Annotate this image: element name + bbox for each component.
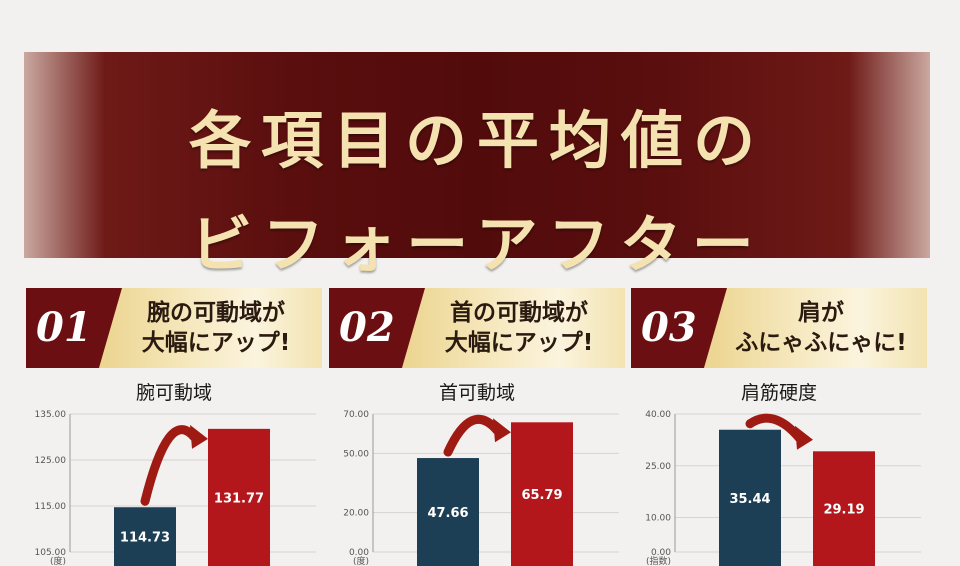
card-neck-range: 02 首の可動域が 大幅にアップ! 首可動域 0.00 20.00 50.00 70.… (329, 288, 625, 566)
bar-chart: 105.00 115.00 125.00 135.00 (度) 114.73 131.77 (26, 406, 322, 566)
curved-arrow (443, 414, 502, 457)
card-heading: 肩が ふにゃふにゃに! (715, 298, 927, 358)
bar-value-label: 65.79 (521, 488, 562, 503)
y-tick-label: 70.00 (343, 410, 369, 420)
y-tick-label: 40.00 (645, 410, 671, 420)
card-arm-range: 01 腕の可動域が 大幅にアップ! 腕可動域 105.00 115.00 125.0… (26, 288, 322, 566)
card-number: 01 (36, 304, 92, 351)
card-shoulder-stiffness: 03 肩が ふにゃふにゃに! 肩筋硬度 0.00 10.00 25.00 40.00 (… (631, 288, 927, 566)
arrow-head (795, 425, 813, 450)
before-bar (417, 458, 479, 566)
bar-value-label: 47.66 (427, 506, 468, 521)
after-bar (813, 451, 875, 566)
arrow-head (190, 424, 208, 449)
chart-svg: 0.00 10.00 25.00 40.00 (指数) 35.44 29.19 (645, 410, 921, 566)
bar-value-label: 35.44 (729, 492, 770, 507)
card-header: 02 首の可動域が 大幅にアップ! (329, 288, 625, 368)
bar-chart: 0.00 10.00 25.00 40.00 (指数) 35.44 29.19 (631, 406, 927, 566)
y-tick-label: 20.00 (343, 509, 369, 519)
y-tick-label: 25.00 (645, 462, 671, 472)
bar-value-label: 29.19 (823, 503, 864, 518)
heading-bar (703, 288, 927, 368)
y-tick-label: 50.00 (343, 449, 369, 459)
heading-bar (98, 288, 322, 368)
curved-arrow (140, 425, 199, 506)
card-number: 02 (339, 304, 395, 351)
card-number: 03 (641, 304, 697, 351)
heading-bar (401, 288, 625, 368)
card-heading: 首の可動域が 大幅にアップ! (413, 298, 625, 358)
title-banner: 各項目の平均値の ビフォーアフター (24, 52, 930, 280)
y-unit-label: (指数) (646, 555, 671, 566)
bar-value-label: 131.77 (214, 491, 264, 506)
bar-value-label: 114.73 (120, 531, 170, 546)
card-header: 03 肩が ふにゃふにゃに! (631, 288, 927, 368)
chart-svg: 0.00 20.00 50.00 70.00 (度) 47.66 65.79 (343, 410, 619, 566)
card-heading-line1: 首の可動域が (450, 300, 588, 326)
card-heading-line1: 肩が (798, 300, 844, 326)
y-tick-label: 125.00 (35, 456, 67, 466)
card-header: 01 腕の可動域が 大幅にアップ! (26, 288, 322, 368)
before-bar (114, 507, 176, 566)
y-tick-label: 10.00 (645, 514, 671, 524)
card-heading-line2: ふにゃふにゃに! (735, 330, 907, 356)
bar-chart: 0.00 20.00 50.00 70.00 (度) 47.66 65.79 (329, 406, 625, 566)
y-tick-label: 0.00 (651, 548, 671, 558)
y-tick-label: 0.00 (349, 548, 369, 558)
y-unit-label: (度) (50, 555, 66, 566)
card-heading: 腕の可動域が 大幅にアップ! (110, 298, 322, 358)
curved-arrow (745, 413, 804, 443)
after-bar (511, 422, 573, 566)
y-tick-label: 115.00 (35, 502, 67, 512)
chart-title: 肩筋硬度 (740, 382, 817, 404)
after-bar (208, 428, 270, 566)
before-bar (719, 429, 781, 566)
y-tick-label: 105.00 (35, 548, 67, 558)
arrow-head (493, 418, 511, 443)
chart-title: 腕可動域 (135, 382, 212, 404)
banner-title-line1: 各項目の平均値の (188, 104, 765, 177)
chart-title: 首可動域 (438, 382, 515, 404)
card-heading-line2: 大幅にアップ! (141, 330, 291, 356)
y-tick-label: 135.00 (35, 410, 67, 420)
chart-svg: 105.00 115.00 125.00 135.00 (度) 114.73 131.77 (35, 410, 316, 566)
banner-title-line2: ビフォーアフター (190, 208, 764, 281)
card-heading-line1: 腕の可動域が (147, 300, 285, 326)
y-unit-label: (度) (353, 555, 369, 566)
card-heading-line2: 大幅にアップ! (444, 330, 594, 356)
